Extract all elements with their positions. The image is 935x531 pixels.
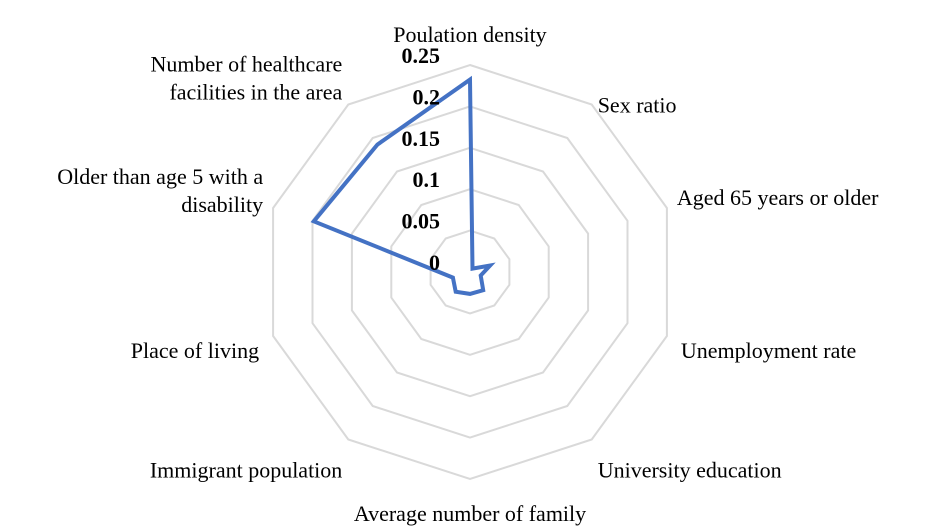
category-labels: Poulation density Sex ratio Aged 65 years … (57, 22, 879, 531)
tick-label: 0.2 (413, 84, 441, 109)
tick-label: 0.1 (413, 167, 441, 192)
category-label: Aged 65 years or older (677, 185, 879, 210)
category-label: Immigrant population (150, 458, 342, 483)
category-label: Older than age 5 with a disability (57, 164, 263, 217)
series-layer (310, 75, 496, 296)
tick-label: 0 (429, 250, 440, 275)
category-label: Unemployment rate (681, 338, 856, 363)
category-label: Sex ratio (598, 93, 677, 118)
category-label: Poulation density (393, 22, 546, 47)
category-label: Place of living (131, 338, 259, 363)
tick-labels: 0 0.05 0.1 0.15 0.2 0.25 (402, 43, 441, 275)
grid-ring-0.25 (272, 63, 668, 481)
grid-ring-0.2 (311, 105, 629, 439)
grid-layer (272, 63, 668, 481)
tick-label: 0.15 (402, 126, 441, 151)
grid-ring-0.1 (390, 188, 550, 356)
grid-ring-0.15 (350, 146, 590, 398)
tick-label: 0.25 (402, 43, 441, 68)
tick-label: 0.05 (402, 209, 441, 234)
category-label: Average number of familymembers (354, 501, 586, 531)
category-label: Number of healthcare facilities in the ar… (151, 52, 343, 105)
category-label: University education (598, 458, 782, 483)
series-line (310, 75, 496, 296)
grid-ring-0.05 (429, 229, 511, 315)
